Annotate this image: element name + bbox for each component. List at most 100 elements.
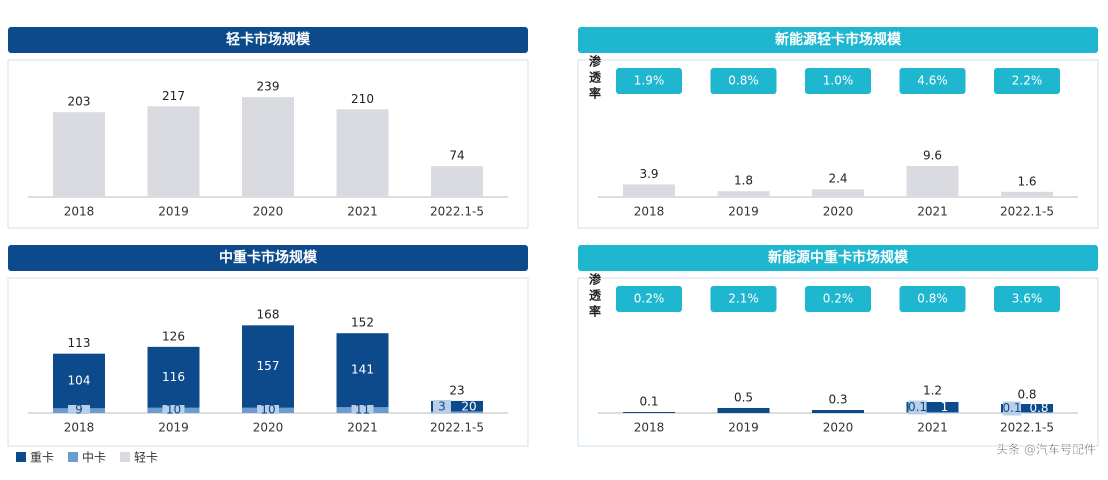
penetration-box	[899, 286, 966, 312]
value-label: 203	[68, 95, 91, 109]
panel-title: 新能源中重卡市场规模	[768, 249, 909, 266]
bar	[717, 408, 770, 413]
legend-swatch	[68, 452, 78, 462]
value-label: 239	[257, 80, 280, 94]
bar-segment	[242, 325, 294, 408]
panel-box	[577, 59, 1099, 229]
segment-label-bg	[908, 400, 927, 415]
segment-label-bg	[257, 405, 279, 414]
bar-segment	[431, 411, 483, 413]
panel-box	[7, 59, 529, 229]
penetration-box	[994, 68, 1060, 94]
legend-label: 轻卡	[134, 451, 158, 465]
x-tick-label: 2020	[823, 421, 854, 435]
x-tick-label: 2022.1-5	[430, 421, 484, 435]
bar	[242, 97, 294, 197]
legend-label: 中卡	[82, 450, 106, 465]
x-tick-label: 2018	[634, 421, 665, 435]
x-tick-label: 2020	[253, 205, 284, 219]
x-tick-label: 2018	[634, 205, 665, 219]
x-tick-label: 2021	[917, 205, 948, 219]
value-label: 1.6	[1017, 174, 1036, 188]
panel-header	[578, 245, 1098, 271]
bar	[623, 184, 675, 197]
bar	[717, 191, 770, 197]
penetration-label: 2.1%	[728, 292, 759, 306]
x-tick-label: 2021	[917, 421, 948, 435]
segment-label: 10	[166, 403, 181, 417]
segment-label-bg	[351, 405, 374, 414]
penetration-box	[805, 286, 871, 312]
bar	[431, 166, 483, 197]
legend-label: 重卡	[30, 451, 54, 465]
x-tick-label: 2019	[158, 205, 189, 219]
total-label: 168	[257, 307, 280, 321]
panel-title: 中重卡市场规模	[219, 249, 318, 266]
penetration-label: 3.6%	[1012, 292, 1043, 306]
penetration-box	[710, 68, 777, 94]
penetration-label: 1.0%	[823, 74, 854, 88]
bar	[336, 109, 389, 197]
bar	[623, 412, 675, 413]
x-tick-label: 2019	[158, 421, 189, 435]
legend-swatch	[16, 452, 26, 462]
bar	[812, 189, 864, 197]
value-label: 217	[162, 89, 185, 103]
panel-title: 新能源轻卡市场规模	[775, 31, 902, 48]
value-label: 2.4	[828, 172, 847, 186]
panel-title: 轻卡市场规模	[226, 31, 311, 48]
bar-segment	[147, 346, 200, 408]
segment-label-bg	[433, 399, 451, 414]
x-tick-label: 2018	[64, 421, 95, 435]
bar-segment	[431, 400, 483, 412]
total-label: 126	[162, 329, 185, 343]
total-label: 113	[68, 336, 91, 350]
segment-label: 3	[438, 399, 446, 413]
bar	[1001, 191, 1053, 197]
penetration-box	[710, 286, 777, 312]
total-label: 152	[351, 316, 374, 330]
penetration-title: 渗透率	[588, 54, 602, 103]
segment-label-bg	[1003, 401, 1021, 416]
value-label: 74	[449, 149, 464, 163]
segment-label: 20	[461, 399, 476, 413]
total-label: 23	[449, 383, 464, 397]
penetration-label: 0.8%	[917, 292, 948, 306]
penetration-box	[994, 286, 1060, 312]
penetration-label: 4.6%	[917, 74, 948, 88]
penetration-title: 渗透率	[588, 272, 602, 321]
x-tick-label: 2018	[64, 205, 95, 219]
bar-segment	[1001, 412, 1053, 413]
total-label: 0.8	[1017, 388, 1036, 402]
bar	[906, 165, 959, 197]
panel-box	[7, 277, 529, 447]
penetration-label: 0.8%	[728, 74, 759, 88]
panel-box	[577, 277, 1099, 447]
x-tick-label: 2022.1-5	[430, 205, 484, 219]
panel-header	[578, 27, 1098, 53]
segment-label: 1	[941, 400, 949, 414]
panel-header	[8, 27, 528, 53]
x-tick-label: 2020	[253, 421, 284, 435]
segment-label-bg	[68, 405, 90, 414]
penetration-label: 1.9%	[634, 74, 665, 88]
total-label: 0.1	[639, 395, 658, 409]
bar	[812, 410, 864, 413]
penetration-label: 2.2%	[1012, 74, 1043, 88]
segment-label: 0.1	[908, 400, 927, 414]
penetration-label: 0.2%	[634, 292, 665, 306]
x-tick-label: 2019	[728, 421, 759, 435]
value-label: 3.9	[639, 167, 658, 181]
segment-label: 0.1	[1002, 401, 1021, 415]
value-label: 210	[351, 92, 374, 106]
bar	[147, 106, 200, 197]
x-tick-label: 2020	[823, 205, 854, 219]
bar-segment	[336, 333, 389, 408]
total-label: 0.5	[734, 391, 753, 405]
penetration-box	[805, 68, 871, 94]
segment-label: 10	[260, 403, 275, 417]
penetration-label: 0.2%	[823, 292, 854, 306]
bar-segment	[1001, 404, 1053, 412]
panel-header	[8, 245, 528, 271]
